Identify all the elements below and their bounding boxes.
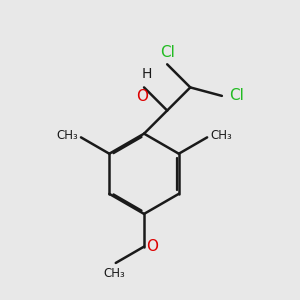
Text: O: O — [146, 239, 158, 254]
Text: CH₃: CH₃ — [103, 267, 125, 280]
Text: CH₃: CH₃ — [56, 129, 78, 142]
Text: Cl: Cl — [229, 88, 244, 104]
Text: H: H — [142, 68, 152, 82]
Text: CH₃: CH₃ — [210, 129, 232, 142]
Text: O: O — [136, 89, 148, 104]
Text: Cl: Cl — [160, 45, 175, 60]
